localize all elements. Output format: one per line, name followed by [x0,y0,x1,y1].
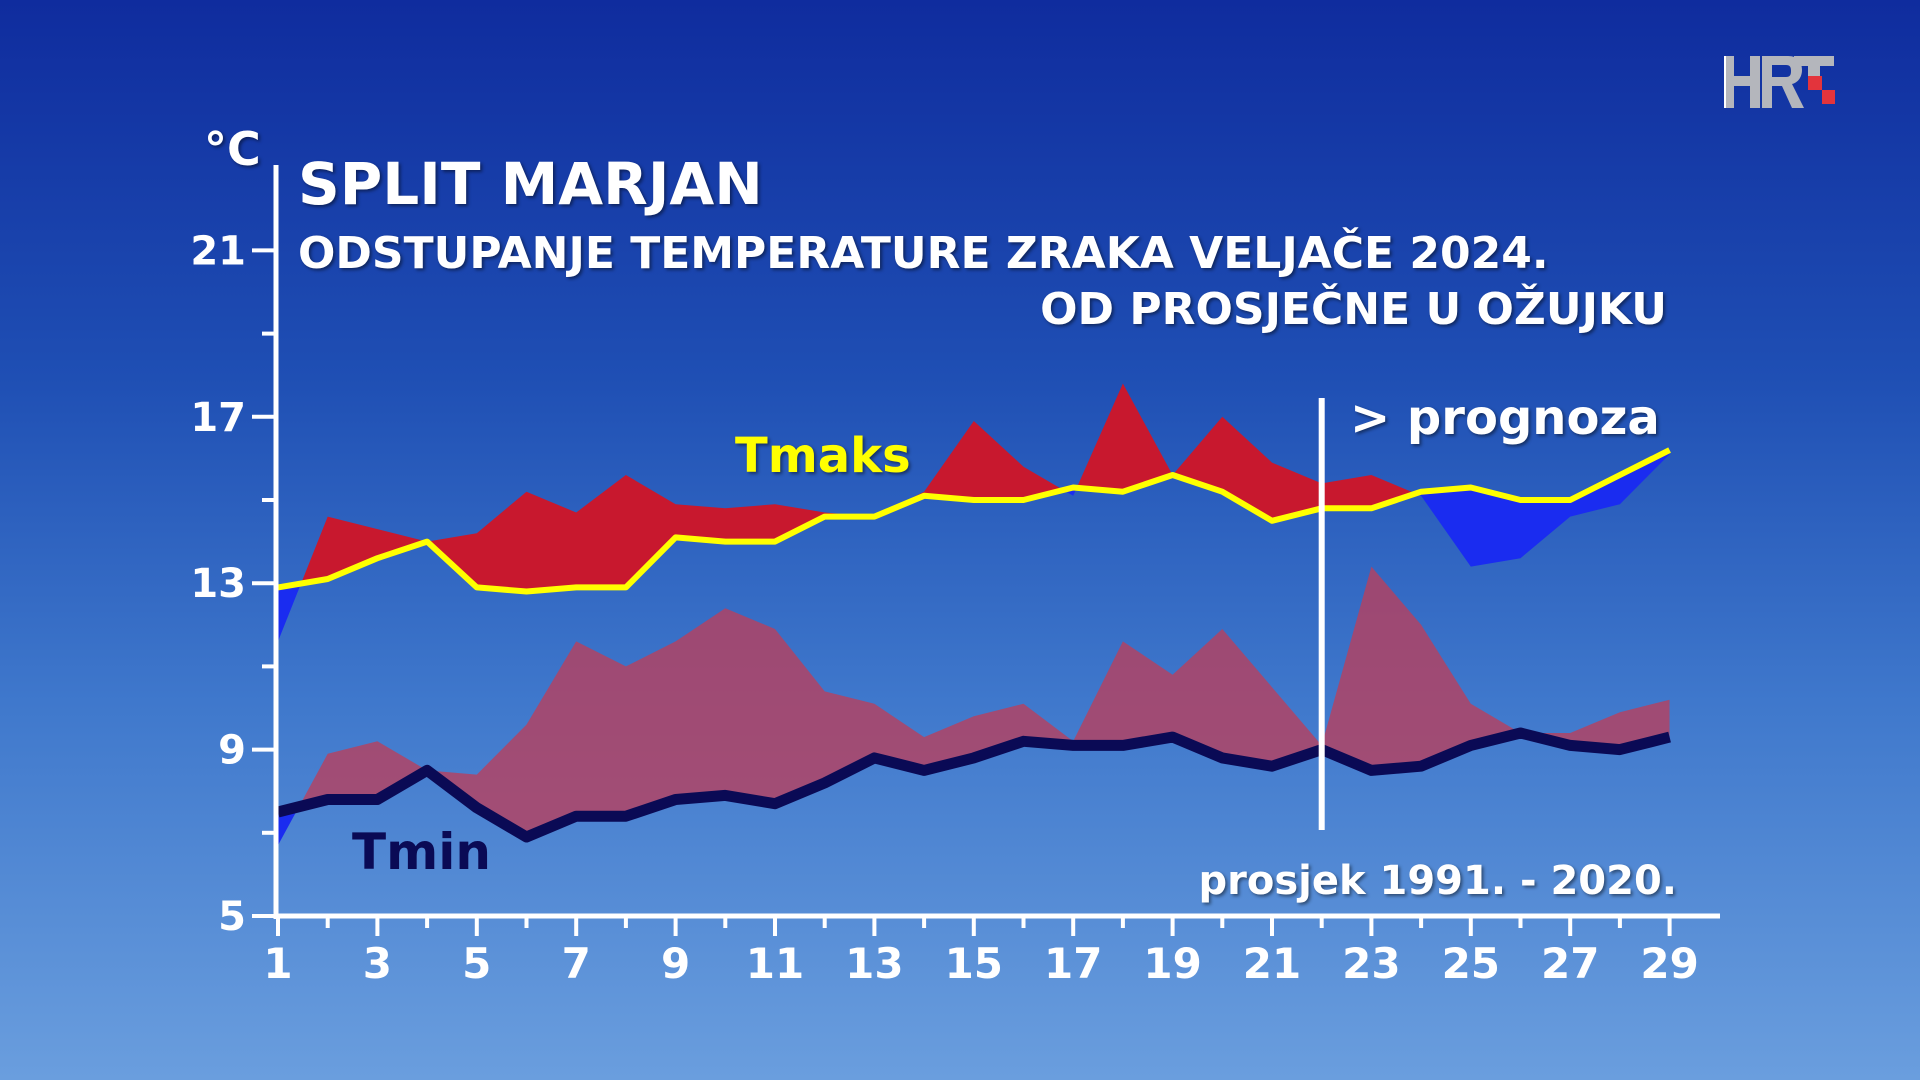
tmaks-average-line [277,447,1671,595]
x-tick-label: 27 [1541,939,1599,988]
x-tick-label: 17 [1044,939,1102,988]
x-tick-label: 1 [263,939,292,988]
tmin-average-line [276,727,1671,843]
x-tick-label: 21 [1243,939,1301,988]
forecast-label: > prognoza [1350,390,1660,446]
tmaks-deviation-above-area [278,383,1670,592]
y-axis-unit: °C [204,122,261,176]
x-tick-label: 5 [462,939,491,988]
series-label-tmaks: Tmaks [735,428,911,484]
x-tick-label: 9 [661,939,690,988]
x-tick-label: 25 [1442,939,1500,988]
average-period-label: prosjek 1991. - 2020. [1198,858,1677,904]
y-tick-label: 13 [190,561,246,607]
tmin-deviation-above-area [278,566,1670,837]
series-label-tmin: Tmin [352,823,491,881]
x-tick-label: 23 [1342,939,1400,988]
y-tick-label: 5 [218,894,246,940]
x-tick-label: 11 [746,939,804,988]
y-tick-label: 9 [218,728,246,774]
y-tick-label: 21 [190,228,246,274]
x-tick-label: 29 [1640,939,1698,988]
x-tick-label: 15 [945,939,1003,988]
hrt-logo [1724,56,1835,108]
x-tick-label: 3 [363,939,392,988]
x-tick-label: 7 [562,939,591,988]
x-tick-label: 13 [845,939,903,988]
x-tick-label: 19 [1143,939,1201,988]
chart-subtitle-line-1: ODSTUPANJE TEMPERATURE ZRAKA VELJAČE 202… [298,228,1549,279]
chart-title: SPLIT MARJAN [298,150,763,218]
y-tick-label: 17 [190,395,246,441]
chart-subtitle-line-2: OD PROSJEČNE U OŽUJKU [1040,284,1667,335]
